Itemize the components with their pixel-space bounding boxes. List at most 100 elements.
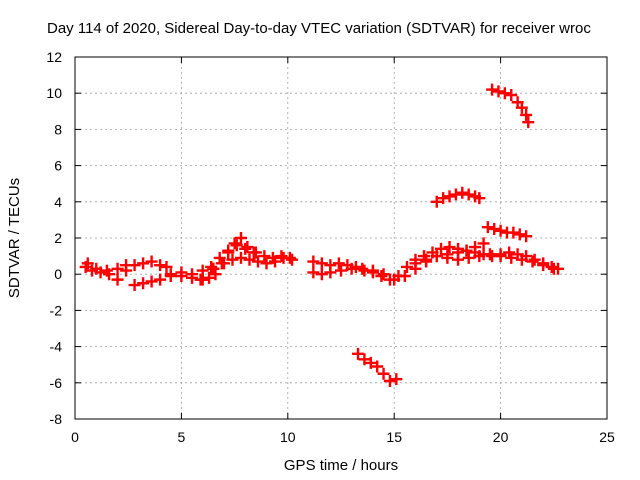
data-point <box>228 237 241 250</box>
data-point <box>498 87 511 100</box>
data-point <box>207 262 220 275</box>
y-tick-label: -8 <box>50 411 63 427</box>
data-point <box>213 251 226 264</box>
data-point <box>486 83 499 96</box>
data-point <box>452 246 465 259</box>
data-point <box>420 253 433 266</box>
data-point <box>164 268 177 281</box>
series-seg-j <box>352 347 403 387</box>
data-point <box>315 268 328 281</box>
y-tick-label: -2 <box>50 302 63 318</box>
data-point <box>460 244 473 257</box>
data-point <box>356 262 369 275</box>
y-tick-label: 0 <box>54 266 62 282</box>
data-point <box>520 230 533 243</box>
x-tick-label: 20 <box>493 429 509 445</box>
data-point <box>154 259 167 272</box>
data-point <box>430 195 443 208</box>
series-seg-g <box>307 241 565 286</box>
y-tick-label: 4 <box>54 194 62 210</box>
data-point <box>205 260 218 273</box>
data-point <box>332 257 345 270</box>
series-seg-h <box>307 248 560 286</box>
data-point <box>352 347 365 360</box>
data-point <box>477 237 490 250</box>
data-point <box>390 373 403 386</box>
data-point <box>275 250 288 263</box>
data-point <box>128 279 141 292</box>
data-point <box>215 257 228 270</box>
data-point <box>528 253 541 266</box>
data-point <box>345 262 358 275</box>
data-point <box>234 232 247 244</box>
data-point <box>186 268 199 281</box>
x-tick-label: 15 <box>386 429 402 445</box>
data-point <box>307 255 320 268</box>
data-point <box>462 251 475 264</box>
data-point <box>364 356 377 369</box>
y-tick-label: -4 <box>50 339 63 355</box>
data-point <box>145 255 158 268</box>
data-point <box>437 192 450 205</box>
data-point <box>377 268 390 281</box>
y-tick-label: 2 <box>54 230 62 246</box>
data-point <box>430 250 443 263</box>
series-seg-m <box>486 83 535 129</box>
data-point <box>137 277 150 290</box>
series-seg-f <box>196 239 260 277</box>
data-point <box>160 260 173 273</box>
data-point <box>520 108 533 121</box>
data-point <box>120 259 133 272</box>
data-point <box>494 224 507 237</box>
y-axis-label: SDTVAR / TECUs <box>6 178 23 298</box>
data-point <box>443 241 456 254</box>
series-seg-k <box>430 186 486 208</box>
data-point <box>483 248 496 261</box>
data-point <box>505 89 518 102</box>
data-point <box>90 262 103 275</box>
data-point <box>469 241 482 254</box>
data-point <box>145 275 158 288</box>
y-tick-label: 10 <box>46 85 62 101</box>
data-point <box>175 266 188 279</box>
x-tick-label: 0 <box>71 429 79 445</box>
data-point <box>537 259 550 272</box>
data-point <box>545 260 558 273</box>
x-tick-label: 5 <box>178 429 186 445</box>
data-point <box>258 250 271 263</box>
data-point <box>222 244 235 257</box>
data-point <box>234 251 247 264</box>
series-seg-b <box>81 257 133 277</box>
data-point <box>252 255 265 268</box>
data-point <box>111 262 124 275</box>
y-tick-label: 6 <box>54 158 62 174</box>
y-tick-label: 8 <box>54 121 62 137</box>
data-point <box>488 222 501 235</box>
y-tick-label: 12 <box>46 49 62 65</box>
data-point <box>196 264 209 277</box>
data-point <box>505 251 518 264</box>
data-point <box>494 250 507 263</box>
data-point <box>400 260 413 273</box>
data-point <box>449 188 462 201</box>
data-point <box>456 186 469 199</box>
data-point <box>473 192 486 205</box>
data-point <box>443 190 456 203</box>
data-point <box>241 241 254 254</box>
series-seg-i <box>409 237 490 270</box>
data-point <box>358 353 371 366</box>
data-point <box>243 253 256 266</box>
data-point <box>409 257 422 270</box>
data-point <box>203 271 216 284</box>
data-point <box>266 251 279 264</box>
data-point <box>247 246 260 259</box>
data-point <box>81 257 94 270</box>
data-point <box>473 250 486 263</box>
data-point <box>209 268 222 281</box>
data-point <box>100 264 113 277</box>
data-point <box>513 228 526 241</box>
data-point <box>515 253 528 266</box>
data-point <box>335 264 347 277</box>
data-point <box>260 257 273 270</box>
